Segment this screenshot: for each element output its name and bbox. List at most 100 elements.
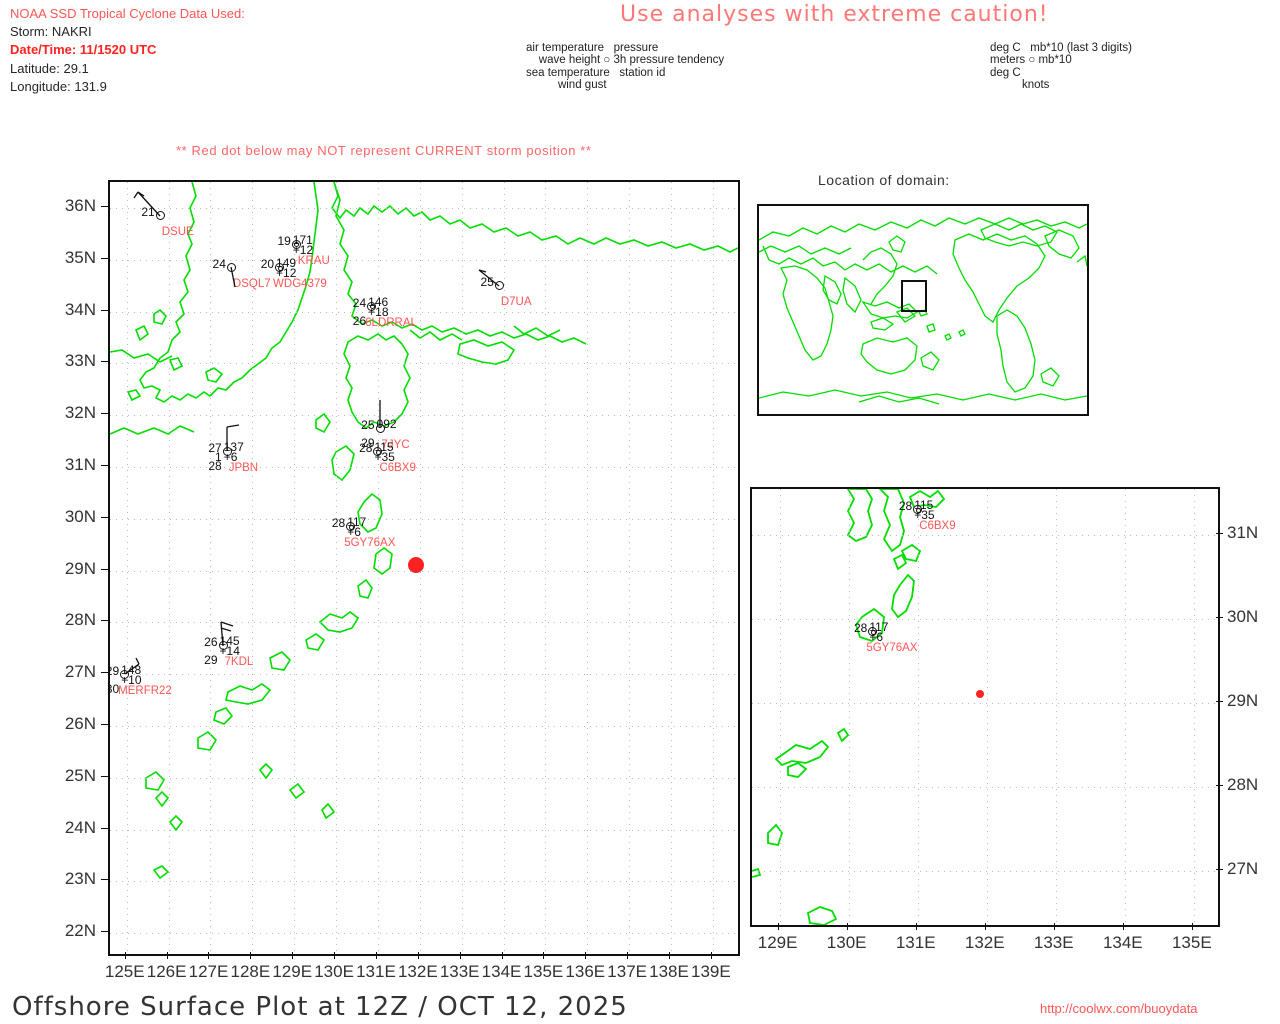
gridline-horizontal [110,259,738,261]
zoom-inset-panel[interactable]: 28 115 +35 C6BX9 28 117 +6 5GY76AX [750,487,1220,927]
station-circle-icon [868,627,878,637]
pressure-value: 137 [223,439,244,454]
pressure-value: 115 [374,439,394,454]
longitude-tick-label: 132E [397,962,438,981]
axis-tick-longitude [334,952,336,959]
axis-tick-longitude [417,952,419,959]
legend-left-line-4: wind gust [526,79,607,91]
station-circle-icon [367,301,377,311]
storm-name-label: Storm: NAKRI [10,24,92,39]
legend-left-line-2: wave height ○ 3h pressure tendency [526,54,725,66]
pressure-value: 171 [292,232,313,247]
station-id-label: D7UA [500,296,532,309]
station-circle-icon [291,239,301,249]
latitude-tick-label: 28N [64,610,96,630]
station-id-label: WDG4379 [273,277,327,290]
axis-tick-latitude [1216,868,1223,870]
longitude-tick-label: 130E [314,962,354,981]
pressure-tendency-value: +14 [219,644,240,659]
gridline-horizontal [110,207,738,209]
axis-tick-latitude [101,672,108,674]
longitude-tick-label: 136E [565,962,606,981]
pressure-tendency-value: +6 [223,449,238,464]
gridline-vertical [1193,489,1195,925]
longitude-tick-label: 132E [964,933,1005,952]
longitude-tick-label: 129E [757,933,798,952]
domain-highlight-box [901,280,927,312]
latitude-tick-label: 24N [64,817,96,837]
legend-left-line-3: sea temperature station id [526,67,666,79]
gridline-horizontal [110,674,738,676]
axis-tick-latitude [101,361,108,363]
station-circle-icon [373,446,383,456]
gridline-vertical [503,182,505,954]
noaa-source-line: NOAA SSD Tropical Cyclone Data Used: [10,6,245,21]
air-temperature-value: 27 [208,440,222,455]
main-map-coastline [110,182,738,880]
inset-map-gridlines [752,489,1218,925]
axis-tick-latitude [101,827,108,829]
pressure-value: 149 [276,255,297,270]
legend-right-line-4: knots [990,79,1050,91]
wind-barb-icon [226,424,240,452]
air-temperature-value: 24 [352,295,367,310]
gridline-vertical [294,182,296,954]
wind-barb-icon [379,400,381,429]
station-circle-icon [346,522,356,532]
gridline-horizontal [110,829,738,831]
air-temperature-value: 24 [212,256,226,271]
axis-tick-longitude [627,952,629,959]
gridline-horizontal [752,870,1218,872]
pressure-value: 117 [347,515,367,530]
longitude-tick-label: 131E [895,933,936,952]
latitude-tick-label: 33N [64,351,96,371]
station-id-label: C6BX9 [919,520,956,533]
station-circle-icon [913,505,923,515]
world-coastline [759,217,1087,405]
longitude-tick-label: 139E [691,962,731,981]
gridline-vertical [629,182,631,954]
pressure-tendency-value: +10 [121,672,142,687]
longitude-tick-label: 137E [607,962,647,981]
gridline-horizontal [110,777,738,779]
legend-left-line-1: air temperature pressure [526,42,659,54]
station-id-label: C6BX9 [379,461,416,474]
axis-tick-latitude [101,620,108,622]
sea-temperature-value: 28 [208,458,222,473]
latitude-tick-label: 27N [1227,858,1259,878]
station-id-label: DSUE [161,226,194,239]
gridline-vertical [848,489,850,925]
main-map-panel[interactable]: 21 DSUE 19 171 +12 KRAU 20 149 +12 WDG4379 24 DSQL7… [108,180,740,956]
longitude-tick-label: 127E [188,962,229,981]
latitude-tick-label: 35N [64,247,96,267]
axis-tick-longitude [846,923,848,930]
axis-tick-longitude [585,952,587,959]
gridline-horizontal [110,311,738,313]
latitude-tick-label: 23N [64,869,96,889]
wind-barb-icon [478,268,500,287]
pressure-tendency-value: +12 [276,265,297,280]
axis-tick-longitude [250,952,252,959]
gridline-vertical [545,182,547,954]
pressure-value: 115 [914,498,934,513]
axis-tick-longitude [915,923,917,930]
longitude-tick-label: 128E [230,962,271,981]
latitude-tick-label: 34N [64,299,96,319]
axis-tick-longitude [166,952,168,959]
pressure-tendency-value: +6 [869,630,883,645]
storm-datetime-label: Date/Time: 11/1520 UTC [10,42,157,57]
air-temperature-value: 28 [331,516,346,531]
wave-height-value: 1 [215,449,222,464]
gridline-horizontal [110,726,738,728]
gridline-horizontal [752,618,1218,620]
longitude-tick-label: 135E [1171,933,1212,952]
air-temperature-value: 28 [898,499,913,514]
sea-temperature-value: 29 [361,435,375,450]
axis-tick-longitude [124,952,126,959]
latitude-tick-label: 28N [1227,774,1259,794]
gridline-horizontal [110,933,738,935]
gridline-horizontal [752,702,1218,704]
source-url-link[interactable]: http://coolwx.com/buoydata [1040,1001,1198,1016]
station-id-label: 7JYC [381,438,410,451]
latitude-tick-label: 30N [1227,606,1259,626]
